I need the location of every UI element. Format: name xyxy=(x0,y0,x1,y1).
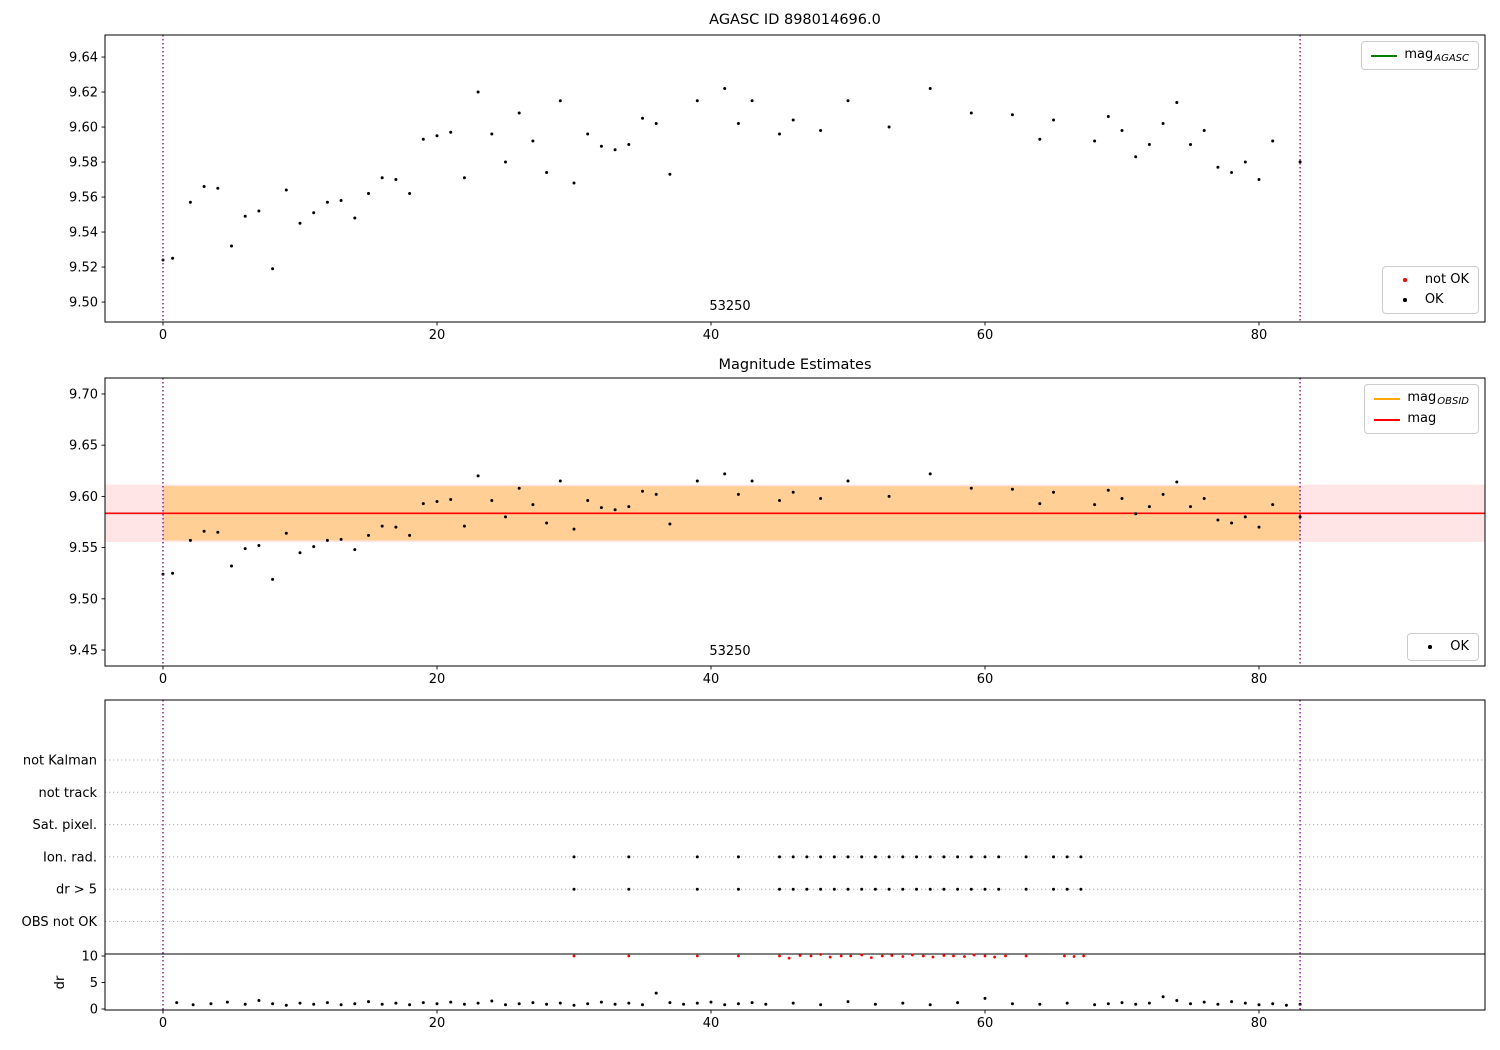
dr-not-ok-points xyxy=(572,953,1086,960)
flag-category-label: OBS not OK xyxy=(22,915,98,930)
x-tick-label: 40 xyxy=(703,672,720,687)
y-tick-label: 9.60 xyxy=(69,490,98,505)
dr-tick-label: 5 xyxy=(90,976,98,991)
y-tick-label: 9.55 xyxy=(69,541,98,556)
dr-tick-label: 0 xyxy=(90,1003,98,1018)
x-tick-label: 0 xyxy=(159,1016,167,1031)
y-tick-label: 9.70 xyxy=(69,387,98,402)
legend-label-mag-obsid: magOBSID xyxy=(1407,390,1469,407)
legend-label-middle-ok: OK xyxy=(1450,639,1469,654)
y-tick-label: 9.50 xyxy=(69,592,98,607)
y-tick-label: 9.65 xyxy=(69,439,98,454)
x-tick-label: 40 xyxy=(703,1016,720,1031)
orange-line-icon xyxy=(1374,397,1401,400)
x-tick-label: 20 xyxy=(429,672,446,687)
x-tick-label: 0 xyxy=(159,328,167,343)
ion-rad-flag-points xyxy=(572,855,1083,859)
legend-middle-ok: OK xyxy=(1407,633,1479,661)
legend-ok-notok: not OK OK xyxy=(1381,266,1479,314)
y-tick-label: 9.62 xyxy=(69,86,98,101)
x-tick-label: 60 xyxy=(977,672,994,687)
dr-gt5-flag-points xyxy=(572,887,1083,891)
middle-chart-title: Magnitude Estimates xyxy=(718,357,872,373)
obsid-annotation-middle: 53250 xyxy=(709,644,751,659)
ok-points-plot-1 xyxy=(161,472,1302,581)
legend-row-mag-obsid: magOBSID xyxy=(1374,390,1469,407)
x-tick-label: 80 xyxy=(1251,672,1268,687)
black-dot-icon xyxy=(1392,298,1418,302)
flag-category-label: dr > 5 xyxy=(56,883,97,898)
dr-axis-label: dr xyxy=(53,975,68,989)
legend-row-middle-ok: OK xyxy=(1417,639,1469,655)
legend-row-not-ok: not OK xyxy=(1392,272,1469,288)
red-line-icon xyxy=(1374,418,1401,421)
flag-category-label: Sat. pixel. xyxy=(33,818,97,833)
flag-category-label: Ion. rad. xyxy=(43,850,97,865)
x-tick-label: 20 xyxy=(429,328,446,343)
axes-spine xyxy=(104,377,1486,667)
x-tick-label: 40 xyxy=(703,328,720,343)
legend-label-not-ok: not OK xyxy=(1424,272,1469,287)
flag-category-label: not Kalman xyxy=(23,754,97,769)
legend-row-ok: OK xyxy=(1392,292,1469,308)
legend-label-mag: mag xyxy=(1407,411,1437,426)
black-dot-icon xyxy=(1417,645,1443,649)
legend-row-mag: mag xyxy=(1374,411,1469,428)
axes-spine xyxy=(104,699,1486,1011)
green-line-icon xyxy=(1371,54,1398,57)
x-tick-label: 60 xyxy=(977,328,994,343)
legend-label-mag-agasc: magAGASC xyxy=(1404,47,1469,64)
y-tick-label: 9.60 xyxy=(69,121,98,136)
x-tick-label: 20 xyxy=(429,1016,446,1031)
x-tick-label: 0 xyxy=(159,672,167,687)
y-tick-label: 9.64 xyxy=(69,51,98,66)
x-tick-label: 80 xyxy=(1251,1016,1268,1031)
legend-label-ok: OK xyxy=(1424,292,1444,307)
top-chart-title: AGASC ID 898014696.0 xyxy=(709,12,881,28)
x-tick-label: 60 xyxy=(977,1016,994,1031)
ok-points-plot-0 xyxy=(161,87,1302,271)
y-tick-label: 9.58 xyxy=(69,156,98,171)
y-tick-label: 9.54 xyxy=(69,226,98,241)
y-tick-label: 9.52 xyxy=(69,261,98,276)
dr-ok-points xyxy=(175,991,1302,1007)
axes-spine xyxy=(104,34,1486,323)
legend-mag-agasc: magAGASC xyxy=(1361,41,1479,70)
legend-row-mag-agasc: magAGASC xyxy=(1371,47,1469,64)
legend-mag-obsid: magOBSID mag xyxy=(1364,384,1479,434)
y-tick-label: 9.50 xyxy=(69,296,98,311)
flag-category-label: not track xyxy=(38,786,97,801)
obsid-annotation-top: 53250 xyxy=(709,299,751,314)
x-tick-label: 80 xyxy=(1251,328,1268,343)
red-dot-icon xyxy=(1392,278,1418,282)
y-tick-label: 9.45 xyxy=(69,644,98,659)
y-tick-label: 9.56 xyxy=(69,191,98,206)
dr-tick-label: 10 xyxy=(81,950,98,965)
